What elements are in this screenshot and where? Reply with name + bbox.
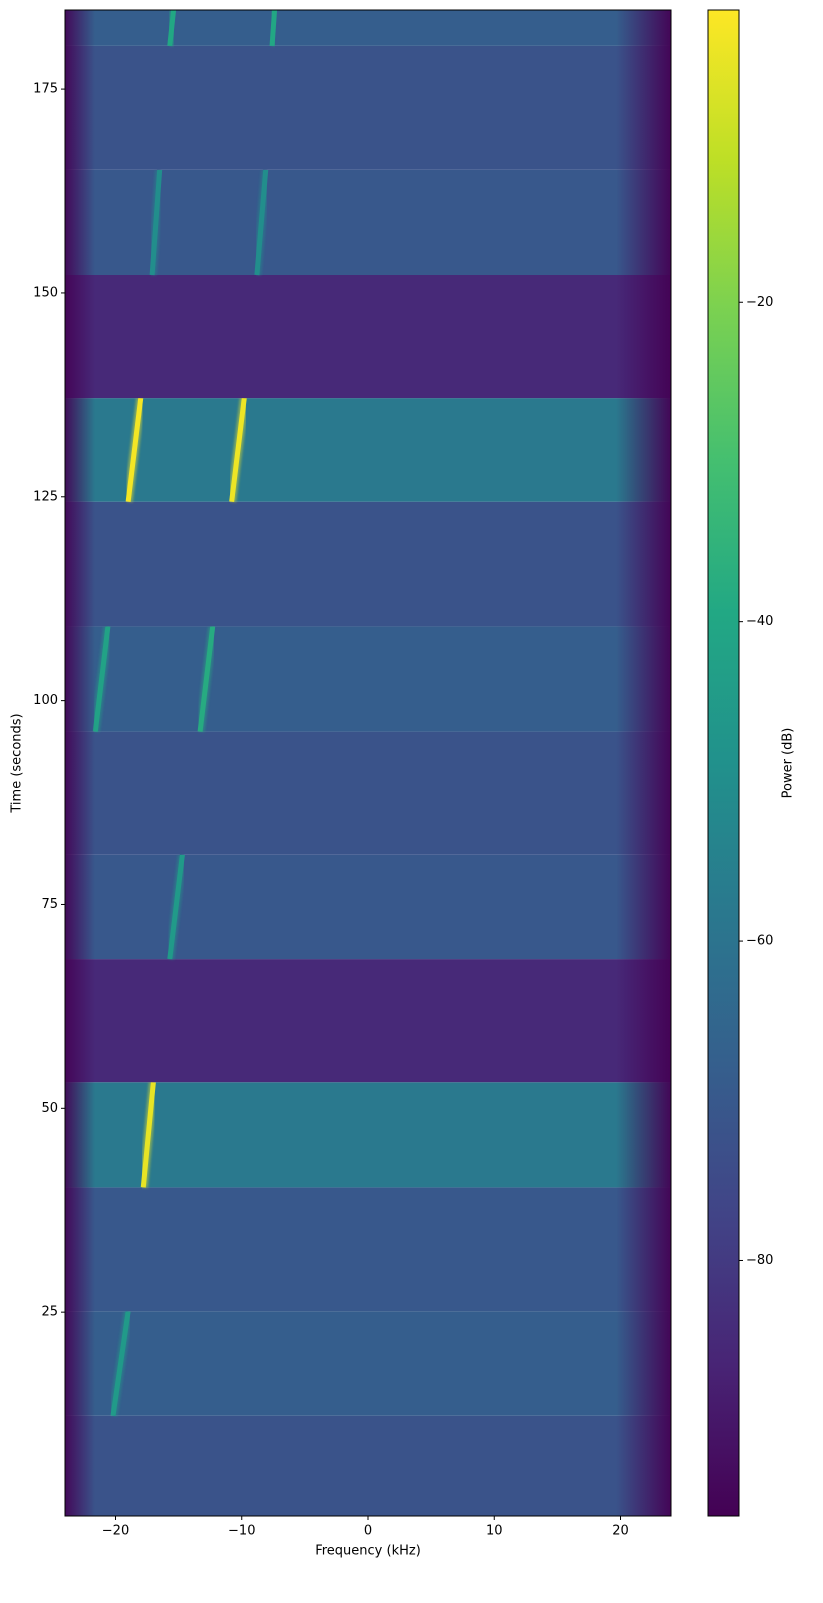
- colorbar-tick-label: −60: [746, 934, 773, 949]
- y-tick-label: 125: [33, 489, 58, 504]
- x-tick-label: −10: [228, 1524, 255, 1539]
- time-segment: [65, 1187, 671, 1312]
- x-tick-label: 10: [486, 1524, 503, 1539]
- time-segment: [65, 959, 671, 1083]
- x-tick-label: −20: [102, 1524, 129, 1539]
- x-axis-label: Frequency (kHz): [315, 1544, 421, 1559]
- y-tick-label: 50: [41, 1101, 58, 1116]
- time-segment: [65, 169, 671, 275]
- tone-track: [110, 1310, 131, 1417]
- time-segment: [65, 10, 671, 46]
- time-segment: [65, 501, 671, 627]
- spectrogram-area: [65, 10, 671, 1516]
- y-tick-label: 150: [33, 285, 58, 300]
- tone-track: [140, 1081, 156, 1188]
- tone-track: [167, 854, 185, 960]
- time-segment: [65, 45, 671, 170]
- colorbar: [707, 9, 740, 1517]
- y-tick-label: 175: [33, 82, 58, 97]
- time-segment: [65, 398, 671, 502]
- tone-track: [125, 397, 144, 502]
- y-axis-label: Time (seconds): [10, 713, 25, 813]
- y-tick-label: 25: [41, 1305, 58, 1320]
- y-tick-label: 75: [41, 897, 58, 912]
- y-tick-label: 100: [33, 693, 58, 708]
- time-segment: [65, 1311, 671, 1416]
- x-tick-label: 20: [612, 1524, 629, 1539]
- time-segment: [65, 1415, 671, 1516]
- colorbar-label: Power (dB): [781, 728, 796, 799]
- tone-track: [167, 10, 177, 47]
- time-segment: [65, 854, 671, 960]
- tone-track: [149, 169, 163, 276]
- colorbar-tick-label: −20: [746, 295, 773, 310]
- tone-track: [197, 626, 216, 732]
- edge-rolloff-left: [65, 10, 95, 1516]
- time-segment: [65, 274, 671, 399]
- time-segment: [65, 1082, 671, 1188]
- edge-rolloff-right: [616, 10, 671, 1516]
- tone-track: [269, 10, 278, 47]
- colorbar-tick-label: −40: [746, 614, 773, 629]
- time-segment: [65, 626, 671, 732]
- colorbar-tick-label: −80: [746, 1253, 773, 1268]
- time-segment: [65, 731, 671, 855]
- x-tick-label: 0: [364, 1524, 372, 1539]
- tone-track: [92, 626, 111, 732]
- tone-track: [254, 169, 269, 276]
- tone-track: [229, 397, 247, 502]
